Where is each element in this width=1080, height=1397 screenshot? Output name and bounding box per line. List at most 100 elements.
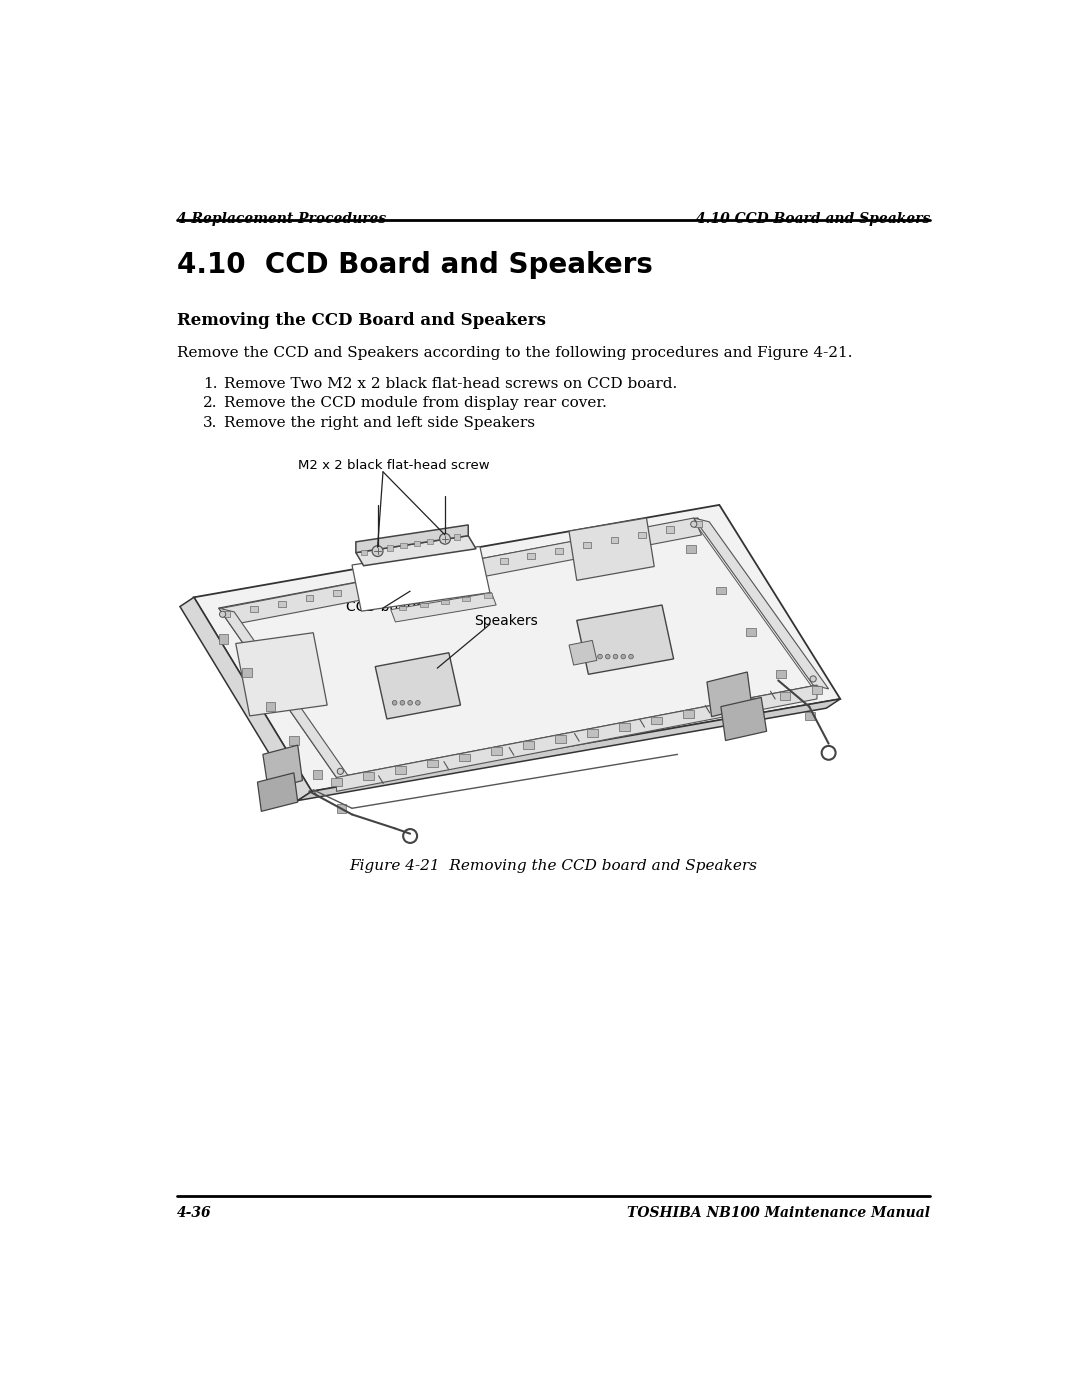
Circle shape bbox=[691, 521, 697, 527]
Polygon shape bbox=[313, 770, 322, 780]
Circle shape bbox=[392, 700, 397, 705]
Circle shape bbox=[613, 654, 618, 659]
Polygon shape bbox=[527, 553, 536, 559]
Polygon shape bbox=[278, 601, 286, 606]
Polygon shape bbox=[610, 536, 619, 543]
Polygon shape bbox=[180, 598, 312, 800]
Polygon shape bbox=[715, 704, 727, 712]
Polygon shape bbox=[391, 592, 496, 622]
Text: M2 x 2 black flat-head screw: M2 x 2 black flat-head screw bbox=[298, 458, 489, 472]
Polygon shape bbox=[194, 504, 840, 791]
Polygon shape bbox=[427, 539, 433, 543]
Circle shape bbox=[416, 700, 420, 705]
Polygon shape bbox=[401, 543, 406, 549]
Circle shape bbox=[408, 700, 413, 705]
Polygon shape bbox=[462, 597, 470, 601]
Polygon shape bbox=[387, 545, 393, 550]
Polygon shape bbox=[775, 671, 785, 678]
Polygon shape bbox=[222, 610, 230, 617]
Polygon shape bbox=[251, 606, 258, 612]
Text: Removing the CCD Board and Speakers: Removing the CCD Board and Speakers bbox=[177, 313, 545, 330]
Polygon shape bbox=[356, 525, 469, 553]
Polygon shape bbox=[389, 580, 396, 585]
Polygon shape bbox=[399, 606, 406, 610]
Polygon shape bbox=[337, 685, 816, 791]
Polygon shape bbox=[218, 608, 352, 781]
Polygon shape bbox=[334, 590, 341, 597]
Polygon shape bbox=[745, 629, 756, 636]
Polygon shape bbox=[569, 640, 597, 665]
Text: 1.: 1. bbox=[203, 377, 218, 391]
Polygon shape bbox=[747, 698, 758, 705]
Polygon shape bbox=[524, 742, 535, 749]
Polygon shape bbox=[588, 729, 598, 736]
Polygon shape bbox=[395, 766, 406, 774]
Polygon shape bbox=[444, 569, 453, 576]
Text: 4.10  CCD Board and Speakers: 4.10 CCD Board and Speakers bbox=[177, 251, 652, 279]
Text: Remove Two M2 x 2 black flat-head screws on CCD board.: Remove Two M2 x 2 black flat-head screws… bbox=[225, 377, 677, 391]
Polygon shape bbox=[686, 545, 697, 553]
Polygon shape bbox=[500, 559, 508, 564]
Polygon shape bbox=[555, 735, 566, 743]
Polygon shape bbox=[352, 546, 490, 610]
Polygon shape bbox=[337, 803, 346, 813]
Circle shape bbox=[400, 700, 405, 705]
Polygon shape bbox=[361, 585, 369, 591]
Polygon shape bbox=[577, 605, 674, 675]
Polygon shape bbox=[484, 594, 491, 598]
Polygon shape bbox=[693, 521, 702, 527]
Polygon shape bbox=[262, 745, 302, 789]
Polygon shape bbox=[414, 541, 420, 546]
Polygon shape bbox=[638, 532, 646, 538]
Polygon shape bbox=[569, 518, 654, 580]
Polygon shape bbox=[242, 668, 252, 678]
Polygon shape bbox=[417, 574, 424, 580]
Text: Remove the CCD and Speakers according to the following procedures and Figure 4-2: Remove the CCD and Speakers according to… bbox=[177, 346, 852, 360]
Polygon shape bbox=[420, 602, 428, 608]
Polygon shape bbox=[811, 686, 823, 693]
Polygon shape bbox=[441, 536, 446, 542]
Polygon shape bbox=[555, 548, 563, 553]
Text: 4 Replacement Procedures: 4 Replacement Procedures bbox=[177, 212, 386, 226]
Polygon shape bbox=[361, 549, 367, 555]
Polygon shape bbox=[780, 692, 791, 700]
Polygon shape bbox=[374, 548, 380, 553]
Polygon shape bbox=[583, 542, 591, 549]
Polygon shape bbox=[684, 711, 694, 718]
Polygon shape bbox=[707, 672, 752, 717]
Text: TOSHIBA NB100 Maintenance Manual: TOSHIBA NB100 Maintenance Manual bbox=[627, 1206, 930, 1220]
Polygon shape bbox=[356, 535, 476, 566]
Circle shape bbox=[606, 654, 610, 659]
Polygon shape bbox=[459, 753, 470, 761]
Circle shape bbox=[621, 654, 625, 659]
Polygon shape bbox=[266, 703, 275, 711]
Text: CCD board: CCD board bbox=[346, 601, 421, 615]
Polygon shape bbox=[235, 633, 327, 715]
Circle shape bbox=[597, 654, 603, 659]
Circle shape bbox=[219, 610, 226, 617]
Polygon shape bbox=[441, 599, 449, 605]
Polygon shape bbox=[363, 773, 374, 780]
Polygon shape bbox=[491, 747, 502, 756]
Circle shape bbox=[440, 534, 450, 545]
Polygon shape bbox=[428, 760, 438, 767]
Polygon shape bbox=[666, 527, 674, 532]
Text: Remove the CCD module from display rear cover.: Remove the CCD module from display rear … bbox=[225, 397, 607, 411]
Polygon shape bbox=[222, 518, 702, 624]
Polygon shape bbox=[332, 778, 342, 787]
Polygon shape bbox=[375, 652, 460, 719]
Text: 4-36: 4-36 bbox=[177, 1206, 212, 1220]
Polygon shape bbox=[306, 595, 313, 602]
Text: Speakers: Speakers bbox=[474, 615, 538, 629]
Polygon shape bbox=[454, 534, 460, 539]
Circle shape bbox=[337, 768, 343, 774]
Polygon shape bbox=[693, 518, 828, 689]
Polygon shape bbox=[651, 717, 662, 725]
Polygon shape bbox=[257, 773, 298, 812]
Text: 4.10 CCD Board and Speakers: 4.10 CCD Board and Speakers bbox=[696, 212, 930, 226]
Circle shape bbox=[629, 654, 633, 659]
Polygon shape bbox=[298, 698, 840, 800]
Text: Figure 4-21  Removing the CCD board and Speakers: Figure 4-21 Removing the CCD board and S… bbox=[350, 859, 757, 873]
Polygon shape bbox=[806, 712, 815, 719]
Circle shape bbox=[810, 676, 816, 682]
